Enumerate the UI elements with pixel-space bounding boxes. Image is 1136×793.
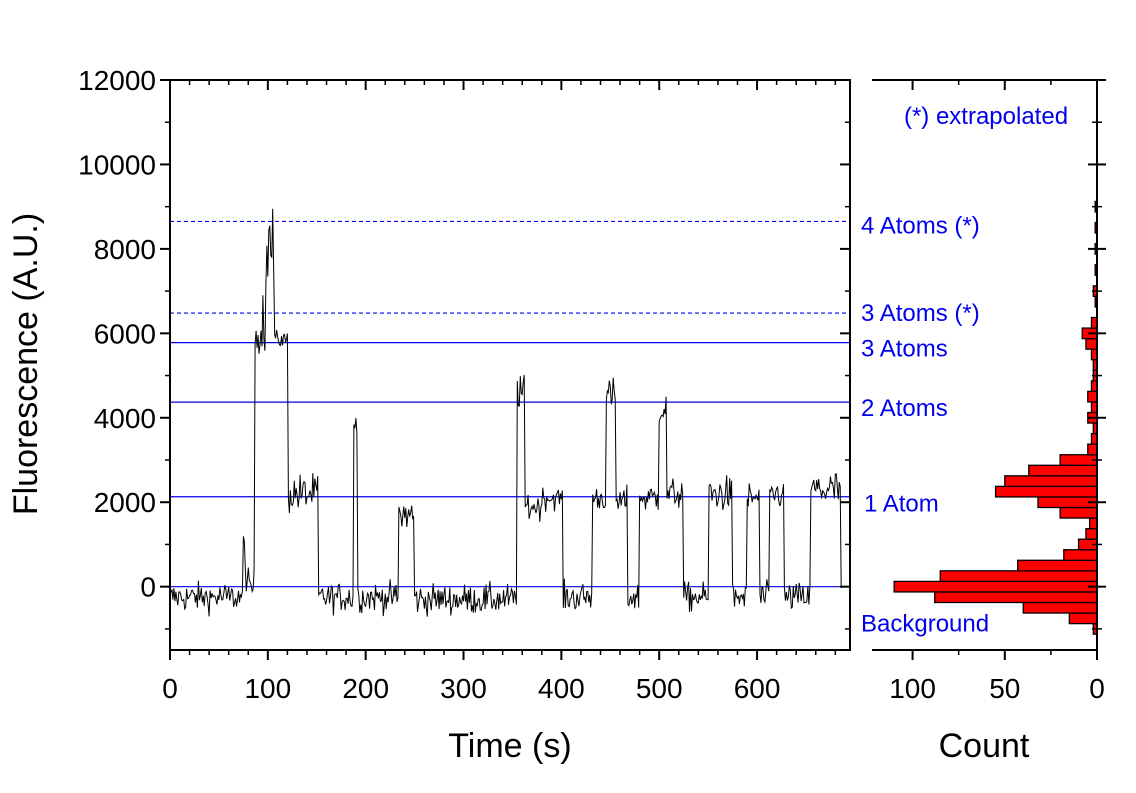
level-label-0: 4 Atoms (*) — [861, 212, 980, 239]
y-axis-title: Fluorescence (A.U.) — [7, 213, 45, 515]
fluorescence-trace — [169, 208, 843, 617]
histogram-bar-11 — [1059, 506, 1098, 519]
time-trace-panel: 4 Atoms (*) 3 Atoms (*) 3 Atoms 2 Atoms 1 At… — [78, 65, 989, 704]
y-tick-label-2: 4000 — [94, 403, 156, 434]
histogram-bar-14 — [1004, 475, 1098, 488]
histogram-bar-13 — [994, 485, 1098, 498]
histogram-bar-9 — [1085, 527, 1098, 540]
y-tick-label-4: 8000 — [94, 234, 156, 265]
x-tick-label-5: 500 — [636, 673, 683, 704]
histogram-bar-3 — [934, 591, 1098, 604]
histogram-bar-2 — [1022, 601, 1098, 614]
hist-x-tick-label-1: 50 — [989, 673, 1020, 704]
level-label-5: Background — [861, 611, 989, 638]
y-tick-label-6: 12000 — [78, 65, 156, 96]
histogram-bar-7 — [1063, 549, 1098, 561]
y-tick-label-3: 6000 — [94, 318, 156, 349]
histogram-bar-5 — [939, 570, 1098, 583]
y-tick-label-5: 10000 — [78, 149, 156, 180]
hist-x-tick-label-2: 0 — [1089, 673, 1105, 704]
hist-x-tick-label-0: 100 — [889, 673, 936, 704]
histogram-bar-16 — [1059, 454, 1098, 466]
histogram-bar-4 — [893, 580, 1098, 593]
y-tick-label-1: 2000 — [94, 487, 156, 518]
histogram-bar-1 — [1068, 612, 1098, 625]
histogram-bar-6 — [1017, 559, 1098, 572]
histogram-x-axis-title: Count — [939, 727, 1030, 765]
histogram-bar-15 — [1028, 464, 1098, 477]
histogram-bar-17 — [1087, 443, 1098, 456]
x-tick-label-0: 0 — [162, 673, 178, 704]
level-label-4: 1 Atom — [864, 491, 939, 518]
histogram-bar-22 — [1087, 390, 1098, 403]
x-tick-label-4: 400 — [538, 673, 585, 704]
main-plot-frame — [169, 79, 851, 651]
level-label-2: 3 Atoms — [861, 336, 948, 363]
x-tick-label-1: 100 — [244, 673, 291, 704]
x-axis-title: Time (s) — [448, 727, 571, 765]
x-tick-label-3: 300 — [440, 673, 487, 704]
level-label-1: 3 Atoms (*) — [861, 300, 980, 327]
histogram-bar-10 — [1088, 517, 1098, 530]
x-tick-label-2: 200 — [342, 673, 389, 704]
x-tick-label-6: 600 — [734, 673, 781, 704]
histogram-panel: 100 50 0 — [872, 79, 1106, 704]
histogram-bar-27 — [1085, 337, 1098, 350]
y-tick-label-0: 0 — [140, 572, 156, 603]
extrapolated-note: (*) extrapolated — [904, 103, 1068, 130]
level-label-3: 2 Atoms — [861, 395, 948, 422]
